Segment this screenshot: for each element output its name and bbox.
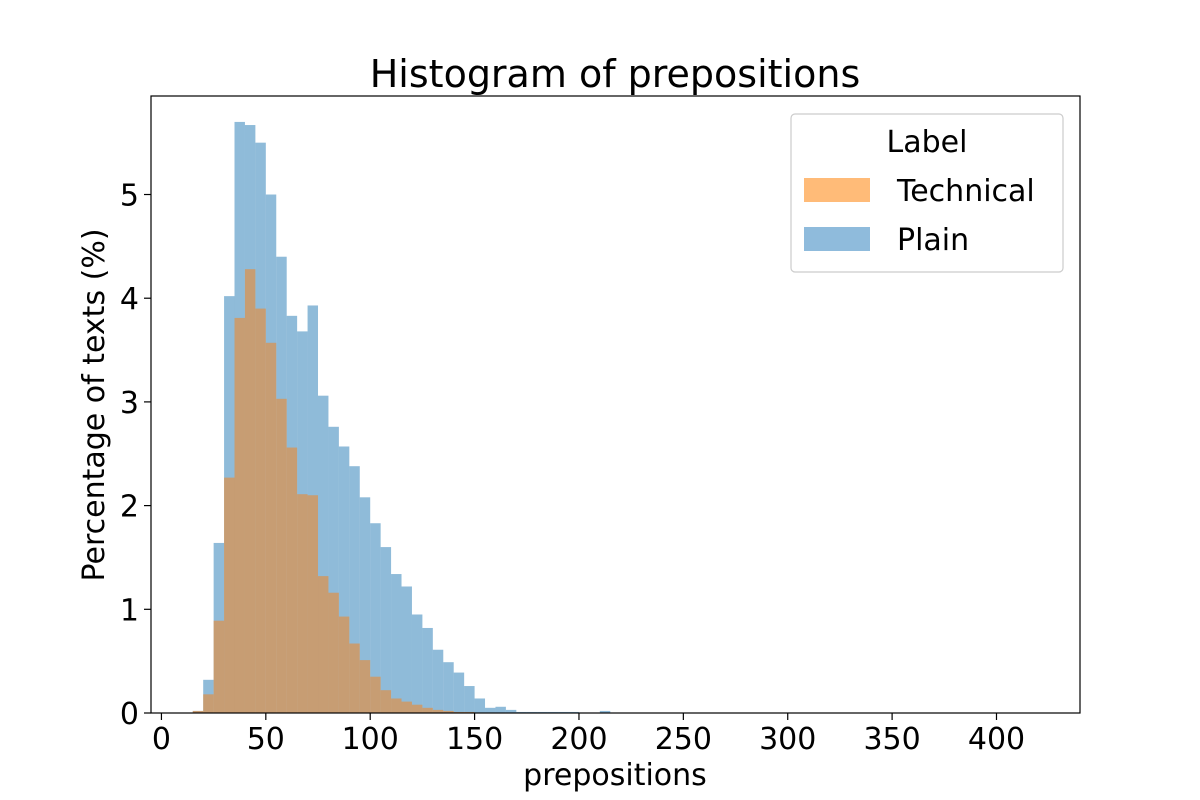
legend-title: Label	[887, 125, 968, 160]
x-tick-label: 100	[342, 722, 399, 757]
y-axis-label: Percentage of texts (%)	[77, 228, 112, 581]
legend-label-technical: Technical	[896, 174, 1035, 209]
plot-frame	[150, 95, 1081, 714]
bar-technical	[224, 477, 235, 713]
bar-technical	[432, 709, 444, 713]
x-tick-label: 50	[247, 722, 285, 757]
bar-technical	[244, 269, 256, 713]
bar-technical	[443, 710, 454, 713]
x-tick-label: 350	[863, 722, 920, 757]
bar-technical	[370, 676, 381, 713]
bar-plain	[495, 706, 506, 713]
bar-plain	[599, 710, 611, 713]
x-axis-ticks: 0 50 100 150 200 250 300 350 400	[152, 713, 1025, 757]
bar-plain	[411, 614, 423, 713]
x-axis-label: prepositions	[523, 758, 707, 793]
bar-plain	[505, 709, 517, 713]
bar-technical	[338, 616, 350, 713]
bar-technical	[359, 660, 371, 713]
y-tick-label: 4	[120, 282, 139, 317]
bar-technical	[401, 701, 412, 713]
bar-technical	[255, 308, 266, 713]
bar-plain	[443, 662, 454, 713]
bar-plain	[474, 698, 486, 713]
bar-plain	[453, 672, 465, 713]
bar-plain	[422, 627, 433, 713]
legend: Label Technical Plain	[790, 113, 1064, 273]
bar-technical	[265, 342, 277, 713]
bar-technical	[234, 317, 245, 713]
bar-plain	[401, 586, 412, 713]
x-tick-label: 150	[446, 722, 503, 757]
bar-plain	[391, 574, 402, 713]
bar-technical	[328, 592, 339, 713]
x-tick-label: 400	[968, 722, 1025, 757]
x-tick-label: 250	[655, 722, 712, 757]
bar-technical	[286, 447, 298, 713]
bar-plain	[338, 446, 350, 713]
bars-layer	[192, 121, 611, 714]
bar-technical	[307, 495, 319, 713]
legend-swatch-technical	[804, 178, 870, 202]
legend-label-plain: Plain	[897, 223, 969, 258]
bar-technical	[203, 694, 214, 713]
chart-title: Histogram of prepositions	[370, 52, 861, 96]
bar-plain	[485, 707, 496, 713]
bar-technical	[349, 643, 360, 713]
x-tick-label: 200	[550, 722, 607, 757]
bar-technical	[192, 710, 204, 713]
bar-plain	[318, 395, 329, 713]
bar-technical	[411, 704, 423, 713]
y-tick-label: 2	[120, 490, 139, 525]
bar-technical	[422, 707, 433, 713]
bar-plain	[432, 649, 444, 713]
y-tick-label: 1	[120, 593, 139, 628]
bar-plain	[359, 497, 371, 713]
bar-plain	[349, 466, 360, 713]
y-tick-label: 3	[120, 386, 139, 421]
bar-technical	[276, 398, 287, 713]
bar-technical	[391, 698, 402, 713]
y-tick-label: 0	[120, 697, 139, 732]
bar-plain	[328, 426, 339, 713]
bar-technical	[318, 576, 329, 713]
bar-technical	[297, 494, 308, 713]
x-tick-label: 300	[759, 722, 816, 757]
legend-swatch-plain	[804, 227, 870, 251]
bar-plain	[464, 686, 475, 713]
bar-technical	[213, 620, 225, 713]
x-tick-label: 0	[152, 722, 171, 757]
y-tick-label: 5	[120, 179, 139, 214]
y-axis-ticks: 0 1 2 3 4 5	[120, 179, 151, 732]
bar-plain	[380, 547, 392, 713]
bar-plain	[370, 523, 381, 713]
bar-technical	[380, 690, 392, 713]
